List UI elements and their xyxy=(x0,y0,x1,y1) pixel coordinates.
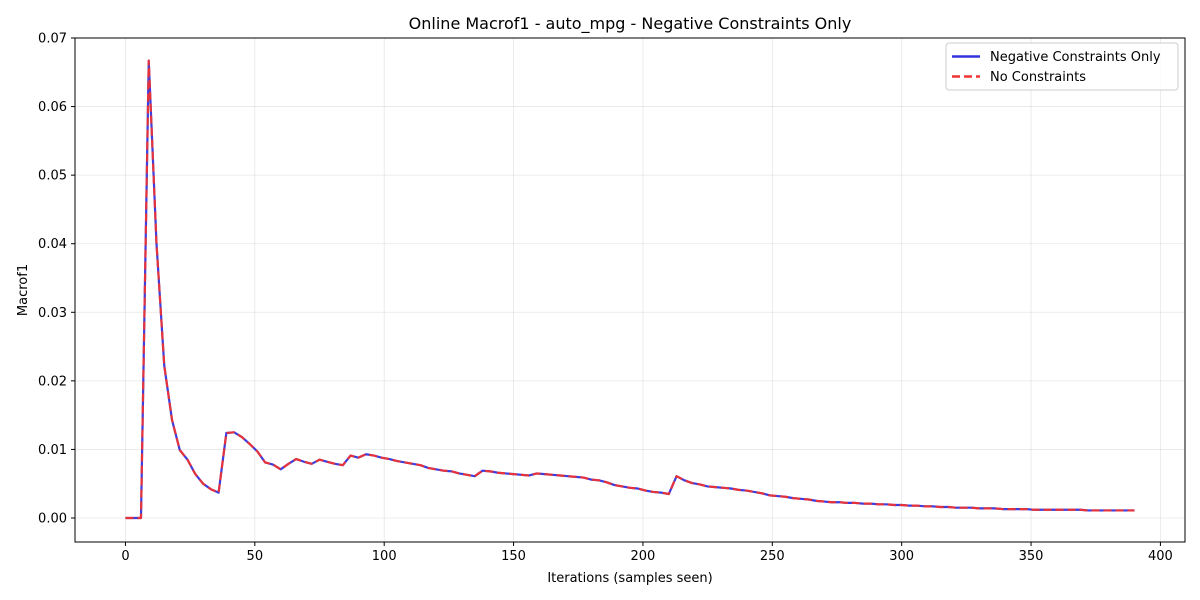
y-tick-label: 0.04 xyxy=(38,237,67,252)
x-tick-label: 100 xyxy=(372,549,397,564)
y-axis-label: Macrof1 xyxy=(16,264,31,316)
x-tick-label: 250 xyxy=(760,549,785,564)
series-line-no-constraints xyxy=(125,59,1135,520)
legend: Negative Constraints Only No Constraints xyxy=(945,42,1179,91)
x-axis-label: Iterations (samples seen) xyxy=(547,571,712,586)
y-tick-label: 0.02 xyxy=(38,374,67,389)
y-tick-label: 0.05 xyxy=(38,169,67,184)
y-tick-label: 0.03 xyxy=(38,306,67,321)
legend-label-no-constraints: No Constraints xyxy=(990,70,1086,85)
y-tick-label: 0.07 xyxy=(38,32,67,47)
series-lines xyxy=(125,59,1135,520)
legend-label-negative-constraints: Negative Constraints Only xyxy=(990,50,1161,65)
y-tick-label: 0.01 xyxy=(38,443,67,458)
grid-lines xyxy=(75,37,1185,542)
x-tick-label: 200 xyxy=(631,549,656,564)
x-tick-label: 150 xyxy=(501,549,526,564)
x-tick-label: 300 xyxy=(889,549,914,564)
axis-ticks: 0 50 100 150 200 250 300 350 400 0.00 0.01 0.02 0.03… xyxy=(38,32,1173,565)
chart-title: Online Macrof1 - auto_mpg - Negative Con… xyxy=(409,14,852,34)
legend-box xyxy=(945,42,1179,91)
x-tick-label: 400 xyxy=(1148,549,1173,564)
x-tick-label: 0 xyxy=(121,549,129,564)
x-tick-label: 350 xyxy=(1019,549,1044,564)
y-tick-label: 0.00 xyxy=(38,512,67,527)
plot-area-frame xyxy=(74,37,1186,543)
x-tick-label: 50 xyxy=(247,549,264,564)
y-tick-label: 0.06 xyxy=(38,100,67,115)
